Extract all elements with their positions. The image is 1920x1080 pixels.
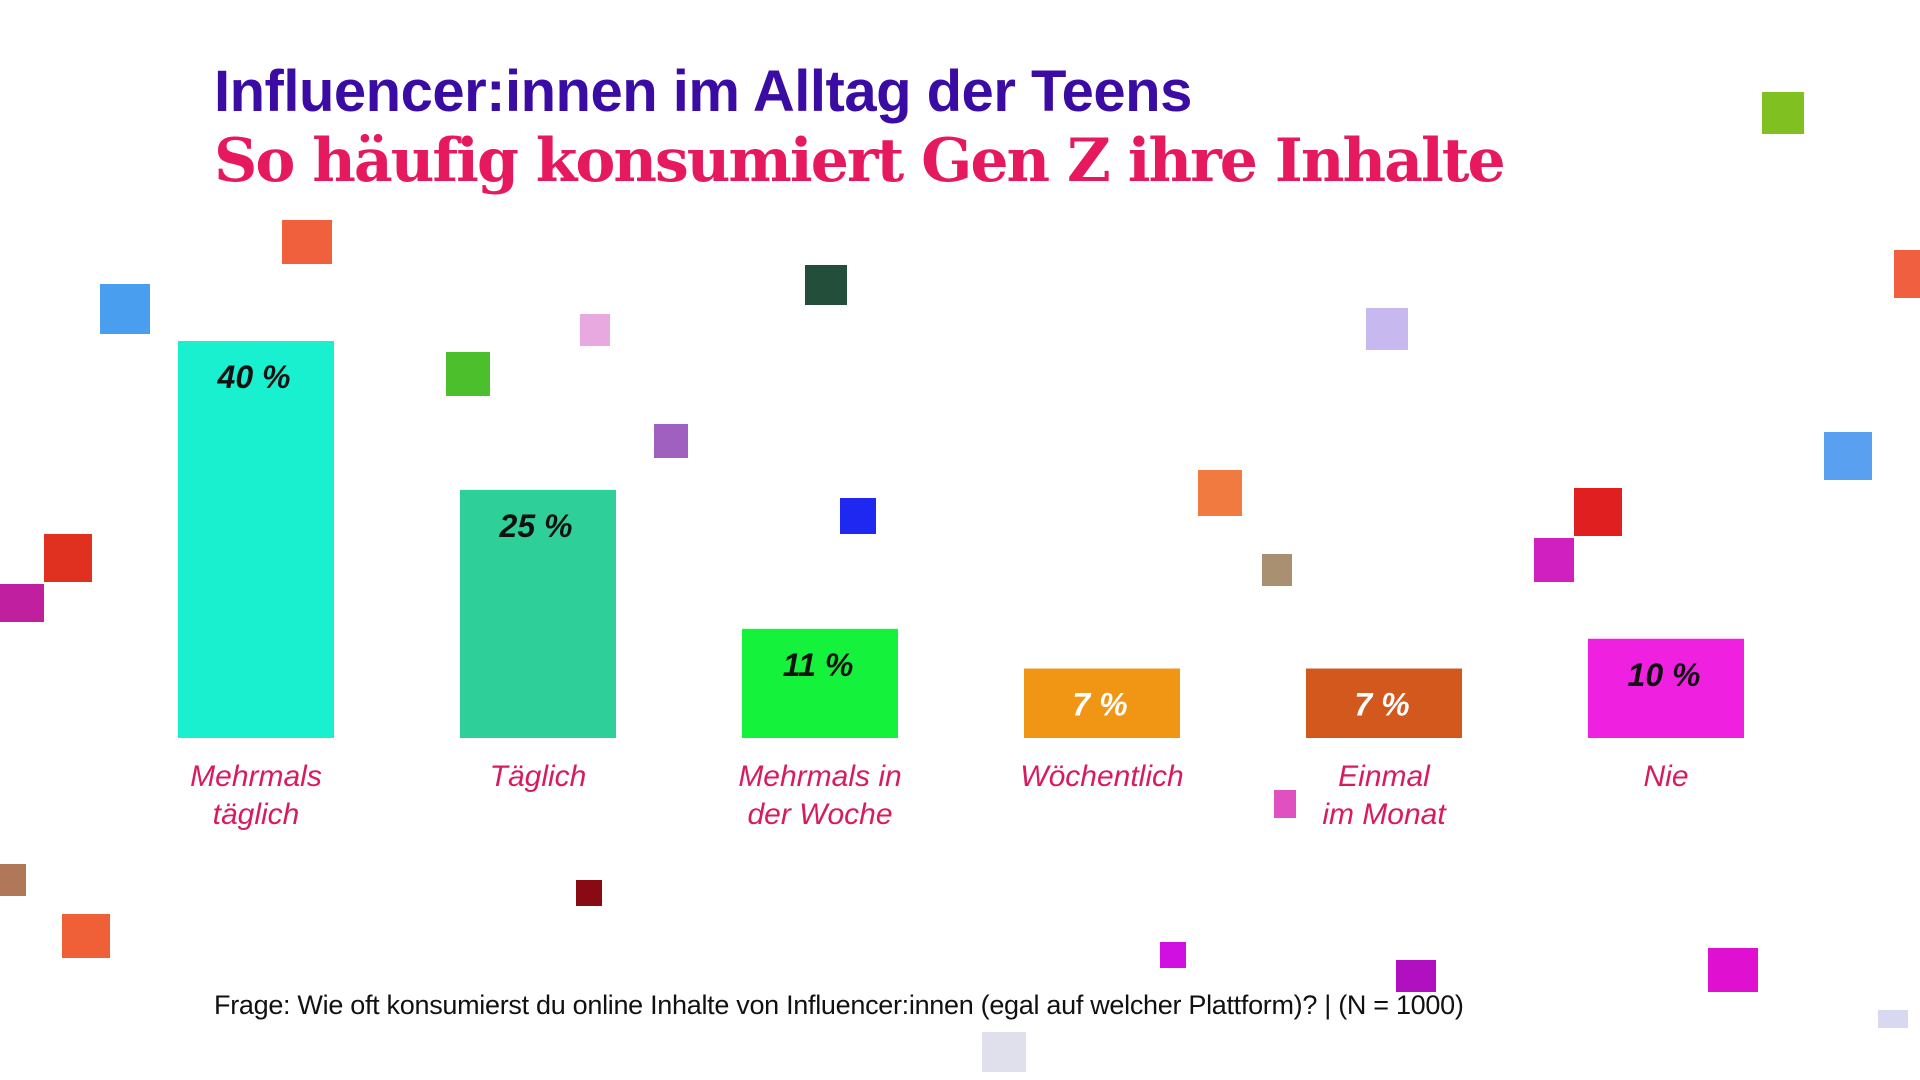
category-label-line: Nie	[1643, 760, 1688, 793]
category-label-line: täglich	[213, 798, 300, 831]
category-label-line: Mehrmals	[190, 760, 322, 793]
decor-pixel	[1574, 488, 1622, 536]
category-label: Einmal im Monat	[1322, 760, 1447, 831]
decor-pixel	[1708, 948, 1758, 992]
bar	[1588, 638, 1744, 738]
decor-pixel	[0, 584, 44, 622]
bar	[1306, 668, 1462, 738]
category-label: Täglich	[490, 760, 587, 793]
category-label: Mehrmals täglich	[190, 760, 322, 831]
decor-pixel	[0, 864, 26, 896]
bar	[742, 628, 898, 738]
category-label: Wöchentlich	[1020, 760, 1183, 793]
value-labels-group: 40 % 25 % 11 % 7 % 7 % 10 %	[217, 359, 1701, 723]
category-label-line: der Woche	[747, 798, 892, 831]
chart-title: Influencer:innen im Alltag der Teens	[214, 59, 1192, 124]
decor-pixel	[982, 1032, 1026, 1072]
decor-pixel	[805, 265, 847, 305]
decor-pixel	[1274, 790, 1296, 818]
decor-pixel	[1160, 942, 1186, 968]
decor-pixel	[62, 914, 110, 958]
category-label-line: Wöchentlich	[1020, 760, 1183, 793]
category-label-line: Mehrmals in	[738, 760, 901, 793]
decor-pixel	[1262, 554, 1292, 586]
value-label: 10 %	[1628, 657, 1701, 693]
decor-pixel	[576, 880, 602, 906]
decor-pixel	[1824, 432, 1872, 480]
value-label: 7 %	[1072, 687, 1127, 723]
chart-footnote: Frage: Wie oft konsumierst du online Inh…	[214, 990, 1464, 1020]
category-label: Nie	[1643, 760, 1688, 793]
decor-pixel	[1762, 92, 1804, 134]
decor-pixel	[282, 220, 332, 264]
decor-pixel	[1198, 470, 1242, 516]
category-label-line: Täglich	[490, 760, 587, 793]
value-label: 40 %	[217, 359, 291, 395]
decor-pixel	[1878, 1010, 1908, 1028]
decor-pixel	[100, 284, 150, 334]
category-label: Mehrmals in der Woche	[738, 760, 901, 831]
category-label-line: im Monat	[1322, 798, 1447, 831]
decor-pixel	[654, 424, 688, 458]
decor-pixel	[840, 498, 876, 534]
decor-pixel	[446, 352, 490, 396]
bar	[1024, 668, 1180, 738]
category-labels-group: Mehrmals täglich Täglich Mehrmals in der Woc…	[190, 760, 1688, 831]
decor-pixel	[1894, 250, 1920, 298]
category-label-line: Einmal	[1338, 760, 1431, 793]
decor-pixel	[1534, 538, 1574, 582]
decor-pixel	[44, 534, 92, 582]
chart-subtitle: So häufig konsumiert Gen Z ihre Inhalte	[214, 126, 1506, 196]
value-label: 11 %	[783, 647, 854, 683]
decorative-pixels	[0, 92, 1920, 1072]
decor-pixel	[580, 314, 610, 346]
bar	[178, 341, 334, 738]
value-label: 7 %	[1354, 687, 1409, 723]
value-label: 25 %	[499, 508, 573, 544]
bars-group	[178, 341, 1744, 738]
decor-pixel	[1366, 308, 1408, 350]
bar	[460, 489, 616, 738]
decor-pixel	[1396, 960, 1436, 992]
